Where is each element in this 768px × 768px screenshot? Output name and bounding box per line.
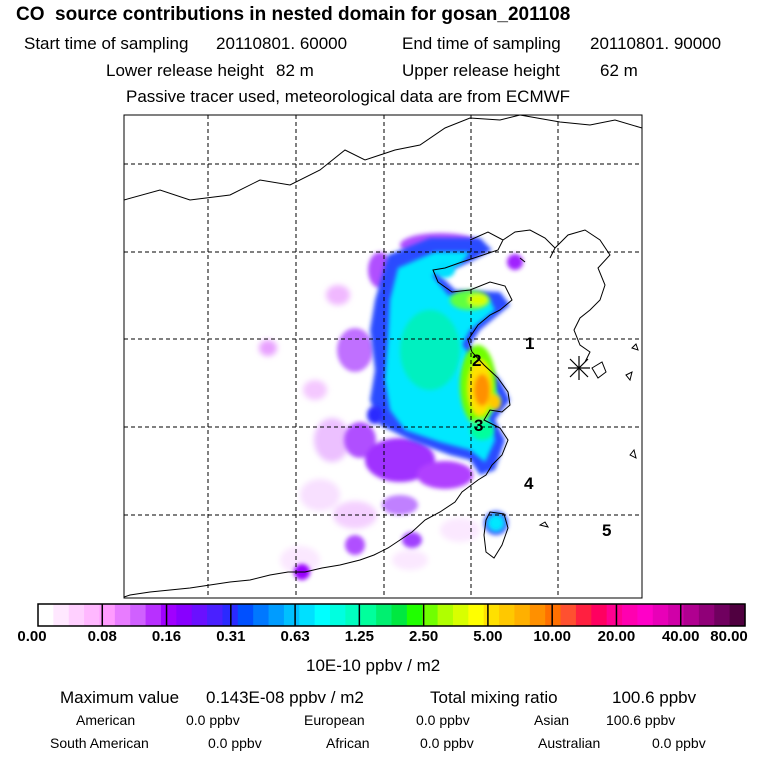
upper-height-value: 62 m xyxy=(600,61,638,80)
coastlines xyxy=(124,115,642,598)
asian-value: 100.6 ppbv xyxy=(606,712,676,728)
colorbar-tick-label: 0.63 xyxy=(280,628,310,645)
upper-height-label: Upper release height xyxy=(402,61,560,80)
total-mixing-label: Total mixing ratio xyxy=(430,688,558,707)
colorbar-tick-label: 0.08 xyxy=(87,628,117,645)
south-american-value: 0.0 ppbv xyxy=(208,735,262,751)
colorbar-tick-label: 0.00 xyxy=(17,628,47,645)
tracer-note: Passive tracer used, meteorological data… xyxy=(126,87,571,106)
max-value: 0.143E-08 ppbv / m2 xyxy=(206,688,364,707)
colorbar-tick-label: 10.00 xyxy=(533,628,571,645)
region-label-1: 1 xyxy=(525,334,534,353)
colorbar-tick-label: 2.50 xyxy=(409,628,439,645)
colorbar-tick-label: 1.25 xyxy=(344,628,374,645)
south-american-label: South American xyxy=(50,735,149,751)
australian-label: Australian xyxy=(538,735,601,751)
american-value: 0.0 ppbv xyxy=(186,712,240,728)
map-frame xyxy=(123,114,643,599)
colorbar-tick-label: 0.16 xyxy=(151,628,182,645)
european-value: 0.0 ppbv xyxy=(416,712,470,728)
max-value-label: Maximum value xyxy=(60,688,180,707)
african-value: 0.0 ppbv xyxy=(420,735,474,751)
lower-height-value: 82 m xyxy=(276,61,314,80)
australian-value: 0.0 ppbv xyxy=(652,735,706,751)
colorbar-units: 10E-10 ppbv / m2 xyxy=(306,656,441,675)
european-label: European xyxy=(304,712,365,728)
receptor-star-icon xyxy=(568,356,590,380)
asian-label: Asian xyxy=(534,712,570,728)
african-label: African xyxy=(326,735,370,751)
region-label-2: 2 xyxy=(472,351,481,370)
colorbar-tick-label: 40.00 xyxy=(661,628,700,645)
plot-title: CO source contributions in nested domain… xyxy=(16,4,571,25)
total-mixing-value: 100.6 ppbv xyxy=(612,688,697,707)
colorbar-tick-label: 0.31 xyxy=(216,628,246,645)
region-label-3: 3 xyxy=(474,416,483,435)
end-time-value: 20110801. 90000 xyxy=(590,34,722,53)
american-label: American xyxy=(76,712,136,728)
source-map: 1 2 3 4 5 xyxy=(123,114,643,599)
colorbar-tick-label: 20.00 xyxy=(597,628,636,645)
start-time-label: Start time of sampling xyxy=(24,34,189,53)
end-time-label: End time of sampling xyxy=(402,34,561,53)
region-label-4: 4 xyxy=(524,474,534,493)
colorbar-tick-label: 80.00 xyxy=(710,628,748,645)
lower-height-label: Lower release height xyxy=(106,61,264,80)
region-label-5: 5 xyxy=(602,521,611,540)
start-time-value: 20110801. 60000 xyxy=(216,34,348,53)
lat-lon-grid xyxy=(124,115,642,598)
colorbar-tick-label: 5.00 xyxy=(473,628,503,645)
